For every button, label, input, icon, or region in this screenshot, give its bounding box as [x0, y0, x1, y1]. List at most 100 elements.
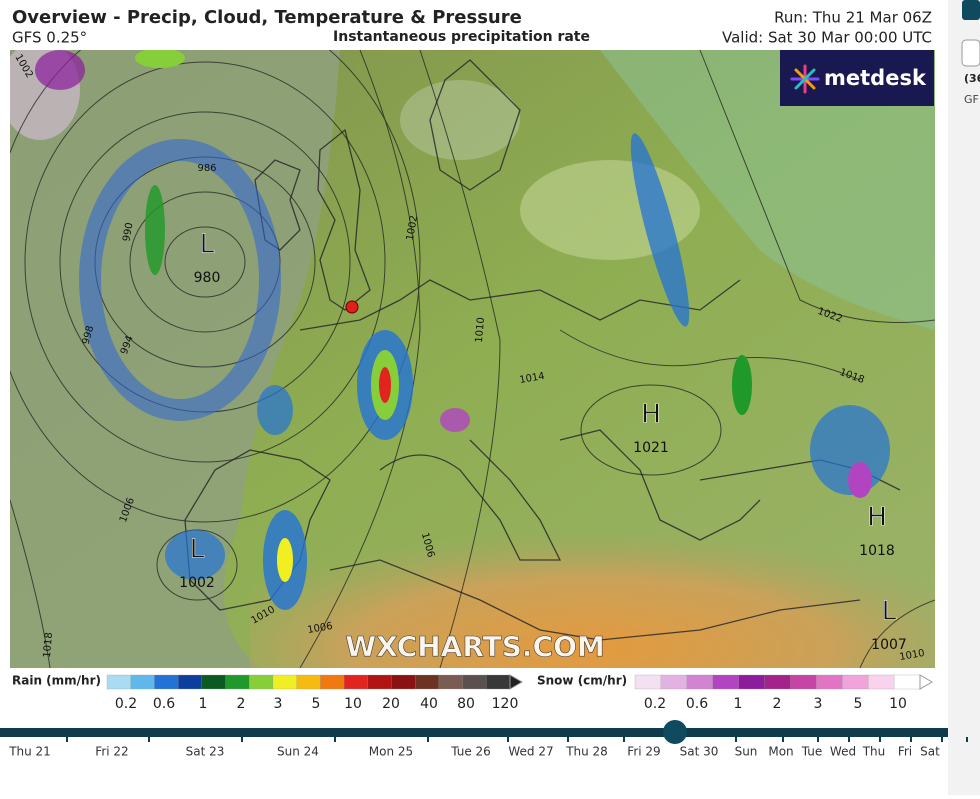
legend-swatch	[249, 674, 274, 690]
legend-label: 10	[344, 696, 362, 712]
rain-band	[79, 139, 281, 421]
timeline-day: Thu	[862, 745, 886, 759]
snow-cell	[848, 462, 872, 498]
rain-cell	[379, 367, 391, 403]
legend-swatch	[842, 674, 869, 690]
legend-arrow	[919, 674, 933, 690]
timeline-day: Fri	[898, 745, 912, 759]
rain-cell	[165, 530, 225, 580]
legend-label: 0.6	[153, 696, 175, 712]
eastern-europe	[600, 50, 935, 330]
legend-swatch	[893, 674, 921, 690]
center-pressure: 1018	[859, 543, 895, 559]
rain-band	[630, 133, 690, 327]
legend-swatch	[177, 674, 203, 690]
legend-swatch	[272, 674, 298, 690]
title: Overview - Precip, Cloud, Temperature & …	[12, 7, 522, 28]
rain-cell	[145, 185, 165, 275]
timeline-day: Sat	[920, 745, 940, 759]
timeline-track[interactable]	[0, 728, 948, 737]
snow-legend-title: Snow (cm/hr)	[537, 674, 627, 688]
timeline-day: Tue 26	[450, 745, 491, 759]
legend-label: 2	[773, 696, 782, 712]
legend-swatch	[486, 674, 511, 690]
pressure-centers: L 980 L 1002 H 1021 H 1018 L 1007	[179, 229, 907, 653]
center-letter: L	[190, 535, 205, 565]
legend-label: 80	[457, 696, 475, 712]
center-pressure: 980	[194, 270, 221, 286]
legend-label: 1	[199, 696, 208, 712]
legend-label: 120	[492, 696, 519, 712]
timeline-day: Mon 25	[369, 745, 413, 759]
isobar-label: 1010	[899, 648, 926, 663]
legend-swatch	[764, 674, 792, 690]
timeline-day: Wed 27	[508, 745, 553, 759]
valid: Valid: Sat 30 Mar 00:00 UTC	[722, 29, 932, 47]
legend-label: 10	[889, 696, 907, 712]
rain-cell	[135, 50, 185, 68]
timeline: Thu 21 Fri 22 Sat 23 Sun 24 Mon 25 Tue 26 Wed …	[8, 737, 968, 759]
isobars	[10, 50, 935, 668]
timeline-day: Sun	[735, 745, 758, 759]
center-pressure: 1021	[633, 440, 669, 456]
legend-label: 40	[420, 696, 438, 712]
legend-swatch	[320, 674, 345, 690]
timeline-day: Wed	[830, 745, 856, 759]
side-button[interactable]	[962, 0, 980, 20]
legends: 0.2 0.6 1 2 3 5 10 20 40 80 120 0.2 0.6 1 2 3 5 10	[106, 674, 933, 712]
timeline-day: Thu 21	[8, 745, 51, 759]
legend-swatch	[391, 674, 416, 690]
center-pressure: 1002	[179, 575, 215, 591]
legend-label: 20	[382, 696, 400, 712]
legend-swatch	[154, 674, 179, 690]
side-input[interactable]	[961, 39, 980, 67]
center-letter: H	[867, 503, 887, 533]
model: GFS 0.25°	[12, 29, 87, 47]
legend-label: 0.2	[644, 696, 666, 712]
legend-swatch	[296, 674, 322, 690]
rain-cell	[257, 385, 293, 435]
legend-swatch	[712, 674, 740, 690]
isobar-label: 998	[81, 324, 97, 345]
timeline-day: Tue	[801, 745, 823, 759]
legend-swatch	[130, 674, 156, 690]
location-marker	[345, 300, 359, 314]
rain-legend-title: Rain (mm/hr)	[12, 674, 101, 688]
logo-icon	[790, 64, 820, 94]
legend-swatch	[438, 674, 464, 690]
legend-label: 5	[312, 696, 321, 712]
north-africa	[250, 470, 935, 668]
legend-swatch	[868, 674, 895, 690]
logo-text: metdesk	[824, 66, 927, 90]
subtitle: Instantaneous precipitation rate	[333, 29, 590, 45]
legend-swatch	[634, 674, 662, 690]
legend-label: 2	[237, 696, 246, 712]
timeline-day: Fri 29	[627, 745, 660, 759]
isobar-label: 1018	[42, 632, 55, 658]
side-panel	[948, 0, 980, 795]
side-text: (36	[964, 72, 980, 85]
isobar-label: 1002	[405, 215, 420, 242]
snow-cell	[440, 408, 470, 432]
legend-label: 3	[274, 696, 283, 712]
legend-swatch	[686, 674, 714, 690]
legend-label: 1	[734, 696, 743, 712]
isobar-label: 1006	[307, 621, 334, 636]
timeline-day: Fri 22	[95, 745, 128, 759]
legend-swatch	[660, 674, 688, 690]
snow-cell	[35, 50, 85, 90]
precipitation	[35, 50, 890, 610]
legend-swatch	[367, 674, 393, 690]
isobar-label: 990	[121, 222, 135, 243]
timeline-day: Sun 24	[277, 745, 319, 759]
legend-swatch	[106, 674, 132, 690]
legend-swatch	[816, 674, 843, 690]
legend-swatch	[415, 674, 440, 690]
center-letter: L	[200, 230, 215, 260]
legend-swatch	[790, 674, 818, 690]
isobar-label: 1010	[474, 317, 487, 343]
timeline-handle[interactable]	[663, 720, 687, 744]
legend-label: 5	[854, 696, 863, 712]
